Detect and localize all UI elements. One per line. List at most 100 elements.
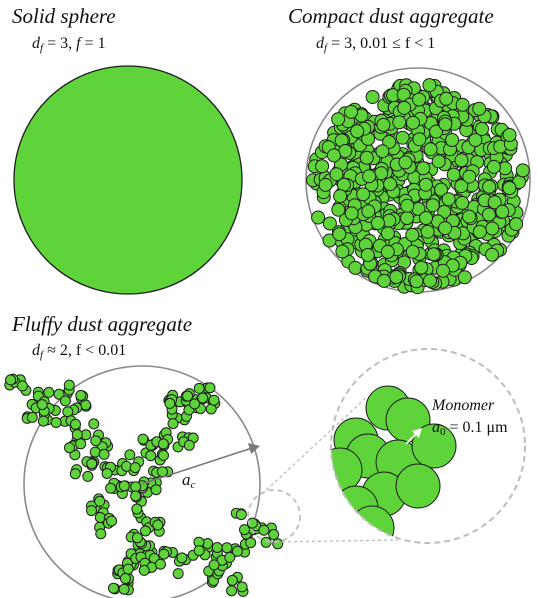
fluffy-monomer [239,524,250,536]
compact-monomer [412,92,427,107]
compact-monomer [423,142,438,157]
radius-symbol: a [182,470,191,489]
compact-monomer [370,216,385,230]
monomer-title: Monomer [432,397,495,414]
fluffy-monomer [226,574,238,586]
fluffy-monomer [37,415,49,427]
compact-monomer [383,177,398,192]
fluffy-monomer [208,394,220,406]
fluffy-monomer [26,411,38,423]
solid-sphere-title: Solid sphere [12,4,116,28]
fluffy-monomer [155,558,166,570]
compact-monomer [509,217,524,232]
compact-monomer [455,97,470,112]
fluffy-aggregate-outline [23,365,261,598]
compact-monomer [485,221,500,236]
compact-monomer [398,155,413,170]
compact-monomer [326,148,341,163]
fluffy-monomer [36,399,48,411]
compact-monomer [437,204,452,219]
fluffy-monomer [95,528,107,540]
compact-monomer [446,167,461,182]
compact-monomer [382,213,397,228]
radius-arrow-head [248,443,260,454]
compact-monomer [454,179,469,194]
compact-monomer [380,244,395,259]
fluffy-monomer [64,442,75,454]
compact-monomer [331,202,346,217]
fluffy-monomer [94,495,106,507]
fluffy-monomer [62,406,74,418]
compact-monomer [375,144,390,159]
fluffy-monomer [158,548,170,560]
compact-monomer [439,91,454,106]
compact-monomer [409,274,424,289]
fluffy-monomer [182,390,194,402]
fluffy-monomer [221,542,233,554]
compact-monomer [468,133,483,147]
compact-monomer [472,224,487,239]
compact-monomer [414,260,429,275]
compact-monomer [315,159,330,174]
fluffy-df: ≈ 2 [47,342,68,359]
solid-sphere-params: df = 3, f = 1 [32,35,106,54]
fluffy-monomer [167,418,179,430]
fluffy-monomer [131,532,143,544]
compact-monomer [365,90,380,104]
fluffy-monomer [5,374,17,386]
compact-monomer [405,244,420,259]
monomer-subscript: 0 [440,426,446,438]
fluffy-monomer [16,380,28,392]
fluffy-monomer [176,552,188,564]
zoom-monomer [331,507,361,543]
compact-monomer [416,161,431,176]
compact-monomer [335,244,350,259]
compact-monomer [431,154,446,169]
fluffy-monomer [43,386,55,398]
fluffy-monomer [156,466,168,478]
fluffy-monomer [193,545,205,557]
compact-monomer [333,189,348,204]
fluffy-monomer [105,482,117,494]
compact-monomer [462,209,477,224]
compact-monomer [482,179,497,194]
fluffy-monomer [150,484,162,496]
compact-monomer [377,273,391,288]
compact-monomer [445,133,460,147]
fluffy-monomer [193,382,205,394]
fluffy-monomer [86,458,98,470]
fluffy-monomer [197,392,209,404]
radius-label: ac [182,470,195,491]
compact-monomer [475,122,489,136]
zoom-guide-lower [269,539,399,543]
solid-df: 3 [60,35,69,52]
compact-monomer [429,124,444,139]
fluffy-monomer [157,438,169,450]
fluffy-monomer [246,517,258,529]
compact-monomer [502,128,517,142]
compact-monomer [376,117,391,132]
compact-monomer [426,247,441,262]
fluffy-monomer [235,509,247,521]
zoom-inset-outline [330,348,526,544]
compact-monomer [397,100,412,115]
compact-monomer [395,130,410,145]
fluffy-monomer [131,503,143,515]
compact-monomer [485,247,499,262]
radius-subscript: c [190,479,196,491]
fluffy-monomer [137,433,149,445]
compact-monomer [322,233,337,248]
compact-monomer [356,187,371,202]
fluffy-monomer [236,581,248,593]
zoom-source-circle [247,489,301,543]
compact-monomer [423,273,437,288]
compact-monomer [360,248,375,262]
compact-monomer [457,270,472,285]
compact-monomer [515,163,530,178]
fluffy-monomer [140,525,151,537]
monomer-size-label: a0 = 0.1 μm [432,419,508,438]
fluffy-monomer [108,582,119,594]
fluffy-monomer [130,481,142,493]
fluffy-aggregate-title: Fluffy dust aggregate [12,312,193,336]
